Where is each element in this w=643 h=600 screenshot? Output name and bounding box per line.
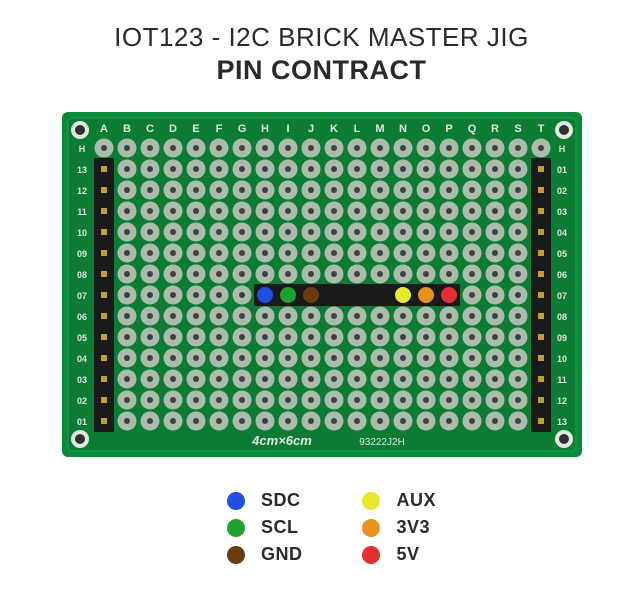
svg-text:11: 11	[77, 207, 87, 217]
svg-text:P: P	[445, 123, 452, 135]
svg-text:H: H	[261, 123, 269, 135]
svg-text:09: 09	[556, 333, 566, 343]
svg-text:04: 04	[556, 228, 566, 238]
svg-text:07: 07	[556, 291, 566, 301]
svg-text:02: 02	[76, 396, 86, 406]
svg-text:13: 13	[76, 165, 86, 175]
legend-dot	[362, 492, 380, 510]
svg-text:J: J	[307, 123, 313, 135]
svg-text:08: 08	[76, 270, 86, 280]
svg-text:12: 12	[76, 186, 86, 196]
svg-text:E: E	[192, 123, 199, 135]
svg-text:05: 05	[556, 249, 566, 259]
legend-item: AUX	[362, 490, 436, 511]
svg-text:06: 06	[556, 270, 566, 280]
legend-label: GND	[261, 544, 303, 565]
svg-text:03: 03	[76, 375, 86, 385]
svg-text:M: M	[375, 123, 384, 135]
legend-dot	[227, 519, 245, 537]
svg-text:H: H	[78, 144, 85, 154]
svg-text:09: 09	[76, 249, 86, 259]
legend-column-right: AUX 3V3 5V	[362, 490, 436, 565]
svg-text:13: 13	[556, 417, 566, 427]
svg-text:T: T	[537, 123, 544, 135]
svg-text:08: 08	[556, 312, 566, 322]
svg-text:S: S	[514, 123, 521, 135]
svg-text:06: 06	[76, 312, 86, 322]
pcb-svg: A B C D E F G H I J K L M N O P Q R S T H 13 12 11 10 09 08 07 06 05 0…	[62, 112, 582, 457]
legend-item: SDC	[227, 490, 303, 511]
svg-text:K: K	[330, 123, 338, 135]
svg-text:F: F	[215, 123, 222, 135]
svg-text:05: 05	[76, 333, 86, 343]
legend-dot	[362, 519, 380, 537]
svg-text:01: 01	[556, 165, 566, 175]
legend-item: GND	[227, 544, 303, 565]
legend-dot	[227, 546, 245, 564]
svg-text:03: 03	[556, 207, 566, 217]
title-line-2: PIN CONTRACT	[217, 55, 427, 86]
legend-dot	[227, 492, 245, 510]
legend-label: SDC	[261, 490, 301, 511]
legend-label: SCL	[261, 517, 299, 538]
title-line-1: IOT123 - I2C BRICK MASTER JIG	[114, 22, 529, 53]
svg-text:12: 12	[556, 396, 566, 406]
legend-item: 3V3	[362, 517, 436, 538]
svg-text:O: O	[421, 123, 430, 135]
svg-text:N: N	[399, 123, 407, 135]
svg-text:A: A	[100, 123, 108, 135]
svg-text:02: 02	[556, 186, 566, 196]
svg-text:R: R	[491, 123, 499, 135]
legend-dot	[362, 546, 380, 564]
svg-text:04: 04	[76, 354, 86, 364]
svg-text:10: 10	[76, 228, 86, 238]
legend: SDC SCL GND AUX 3V3 5V	[207, 490, 436, 565]
svg-text:H: H	[558, 144, 565, 154]
legend-label: AUX	[396, 490, 436, 511]
svg-text:01: 01	[76, 417, 86, 427]
svg-text:Q: Q	[467, 123, 476, 135]
legend-label: 5V	[396, 544, 419, 565]
svg-text:11: 11	[557, 375, 567, 385]
svg-text:C: C	[146, 123, 154, 135]
svg-text:B: B	[123, 123, 131, 135]
legend-item: 5V	[362, 544, 436, 565]
svg-text:07: 07	[76, 291, 86, 301]
legend-item: SCL	[227, 517, 303, 538]
legend-label: 3V3	[396, 517, 430, 538]
svg-text:93222J2H: 93222J2H	[359, 437, 405, 448]
svg-text:4cm×6cm: 4cm×6cm	[251, 433, 312, 448]
pcb-board: A B C D E F G H I J K L M N O P Q R S T H 13 12 11 10 09 08 07 06 05 0…	[62, 112, 582, 462]
svg-text:10: 10	[556, 354, 566, 364]
svg-text:I: I	[286, 123, 289, 135]
legend-column-left: SDC SCL GND	[227, 490, 303, 565]
svg-text:G: G	[237, 123, 246, 135]
svg-text:D: D	[169, 123, 177, 135]
svg-text:L: L	[353, 123, 360, 135]
